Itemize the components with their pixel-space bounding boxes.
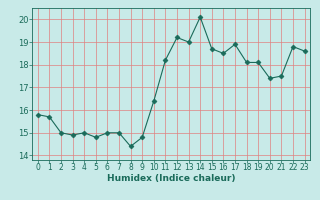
X-axis label: Humidex (Indice chaleur): Humidex (Indice chaleur) <box>107 174 236 183</box>
